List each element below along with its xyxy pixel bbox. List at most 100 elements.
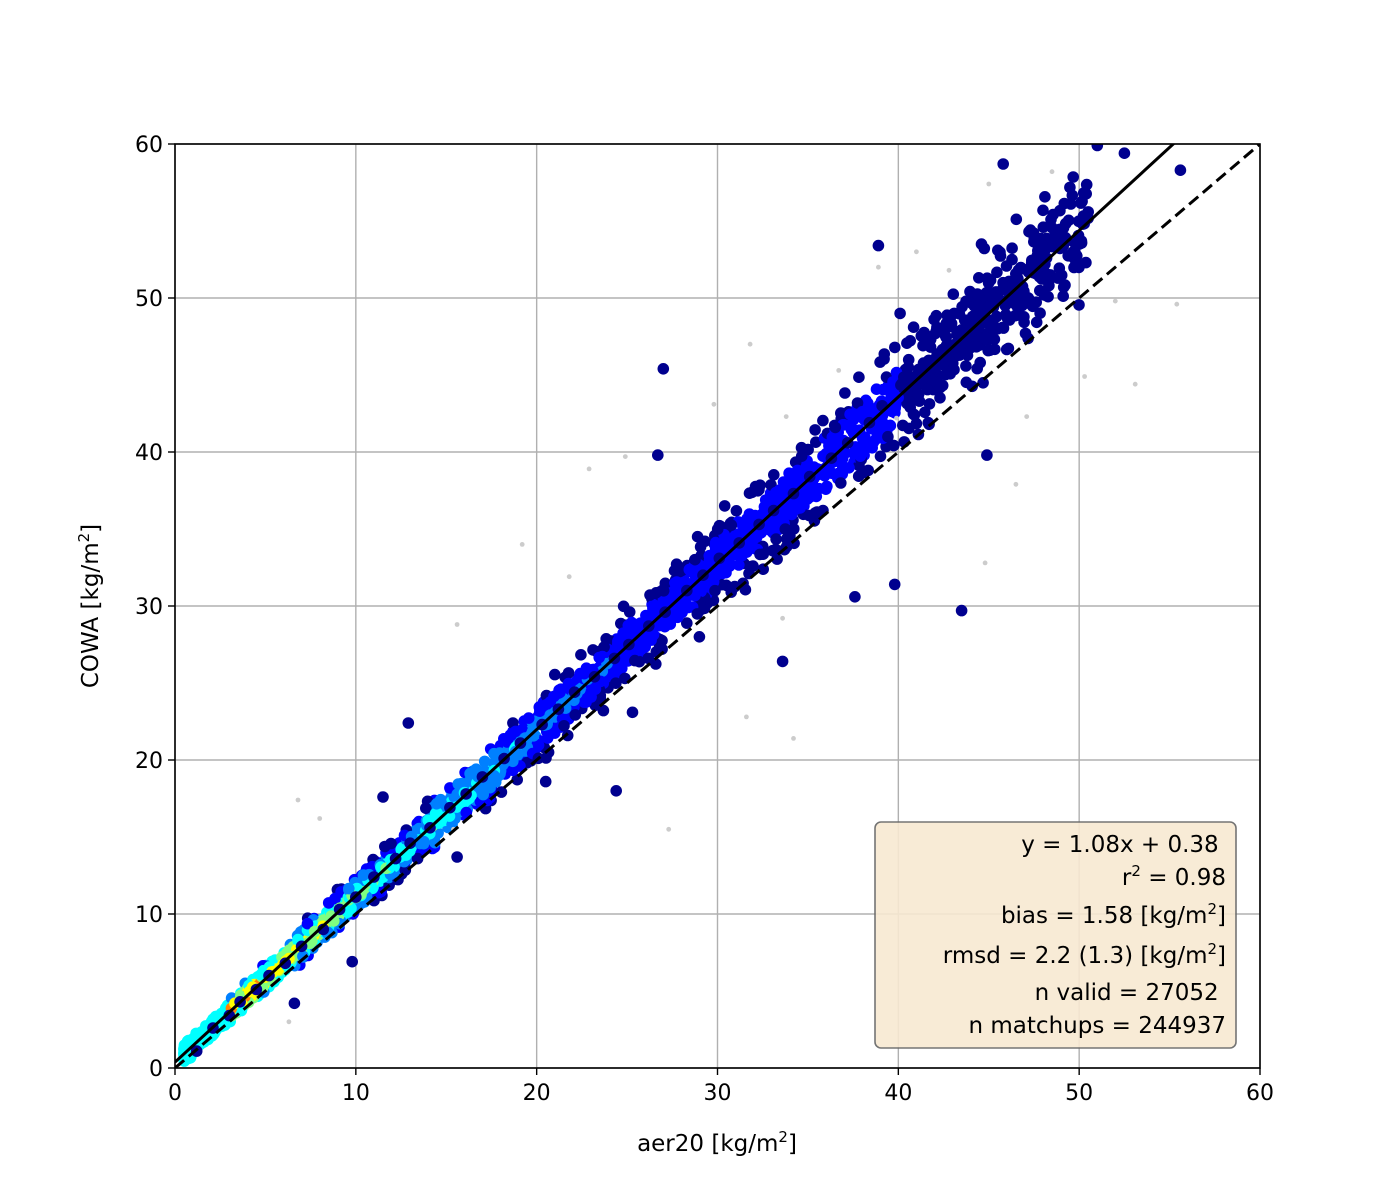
density-point xyxy=(1064,181,1076,194)
data-point xyxy=(476,771,489,783)
background-point xyxy=(780,615,785,621)
density-point xyxy=(940,331,952,344)
density-point xyxy=(862,397,874,410)
x-axis: 0 10 20 30 40 50 60 xyxy=(168,1068,1274,1106)
density-point xyxy=(832,468,845,481)
density-point xyxy=(647,598,660,611)
background-point xyxy=(946,267,952,273)
data-point xyxy=(377,791,389,803)
density-point xyxy=(578,667,590,680)
density-point xyxy=(902,361,915,374)
data-point xyxy=(981,449,993,461)
density-point xyxy=(548,690,560,703)
density-point xyxy=(1016,299,1028,312)
density-point xyxy=(972,300,984,312)
x-tick-label: 30 xyxy=(704,1081,732,1106)
background-point xyxy=(1082,374,1087,379)
background-point xyxy=(566,574,572,580)
density-point xyxy=(297,950,309,962)
density-point xyxy=(357,869,370,881)
data-point xyxy=(1040,252,1053,264)
density-point xyxy=(996,321,1009,334)
x-tick-label: 0 xyxy=(168,1081,182,1106)
background-point xyxy=(317,816,323,821)
background-point xyxy=(791,736,796,741)
density-point xyxy=(930,309,943,322)
density-point xyxy=(709,584,721,597)
density-point xyxy=(683,563,696,576)
density-point xyxy=(343,882,355,895)
stats-bias: bias = 1.58 [kg/m2] xyxy=(1001,900,1226,929)
density-point xyxy=(1072,236,1085,248)
density-point xyxy=(795,450,808,463)
density-point xyxy=(625,616,638,629)
density-point xyxy=(1057,290,1069,303)
data-point xyxy=(894,307,906,320)
data-point xyxy=(626,706,639,719)
density-point xyxy=(743,487,756,500)
density-point xyxy=(1001,312,1014,325)
density-point xyxy=(829,421,842,434)
density-point xyxy=(1062,214,1075,227)
density-point xyxy=(633,637,646,650)
data-point xyxy=(652,449,664,461)
density-point xyxy=(974,356,986,369)
data-point xyxy=(693,631,706,643)
density-point xyxy=(575,649,587,661)
density-point xyxy=(835,477,847,489)
background-point xyxy=(1174,301,1180,307)
density-point xyxy=(549,668,561,681)
data-point xyxy=(713,552,726,565)
background-point xyxy=(783,414,789,419)
density-point xyxy=(420,802,432,814)
density-point xyxy=(430,798,443,810)
density-point xyxy=(730,505,743,517)
density-point xyxy=(887,439,900,452)
density-point xyxy=(598,641,610,653)
density-point xyxy=(901,397,913,410)
density-point xyxy=(991,266,1003,279)
x-tick-label: 10 xyxy=(342,1081,370,1106)
density-point xyxy=(301,917,314,930)
background-point xyxy=(1132,381,1138,387)
background-point xyxy=(876,264,881,270)
density-point xyxy=(783,526,796,538)
density-point xyxy=(845,423,858,436)
density-point xyxy=(858,466,870,479)
stats-n-valid: n valid = 27052 xyxy=(1035,980,1226,1006)
density-point xyxy=(558,720,570,732)
density-point xyxy=(947,288,960,301)
density-point xyxy=(1033,271,1046,283)
data-point xyxy=(610,785,622,797)
data-point xyxy=(402,717,415,729)
density-point xyxy=(1037,204,1049,217)
density-point xyxy=(580,696,592,708)
density-point xyxy=(983,287,996,299)
data-point xyxy=(872,239,885,252)
density-point xyxy=(511,773,523,786)
data-point xyxy=(1091,144,1104,152)
x-tick-label: 40 xyxy=(884,1081,912,1106)
density-point xyxy=(531,738,543,751)
density-point xyxy=(889,407,901,419)
density-point xyxy=(930,325,943,337)
density-point xyxy=(1006,242,1018,254)
background-point xyxy=(666,826,672,832)
data-point xyxy=(346,955,359,968)
data-point xyxy=(657,363,670,375)
density-point xyxy=(691,608,704,620)
y-axis-label: COWA [kg/m2] xyxy=(75,524,104,688)
background-point xyxy=(1112,298,1118,304)
background-point xyxy=(295,797,301,803)
density-point xyxy=(742,516,754,528)
y-tick-label: 30 xyxy=(135,595,163,620)
density-point xyxy=(944,315,957,328)
density-point xyxy=(944,368,956,380)
density-point xyxy=(1010,213,1023,226)
density-point xyxy=(488,747,500,760)
data-point xyxy=(975,238,988,250)
density-point xyxy=(1038,289,1051,301)
data-point xyxy=(451,851,463,863)
data-point xyxy=(1174,164,1187,176)
density-point xyxy=(593,651,605,664)
